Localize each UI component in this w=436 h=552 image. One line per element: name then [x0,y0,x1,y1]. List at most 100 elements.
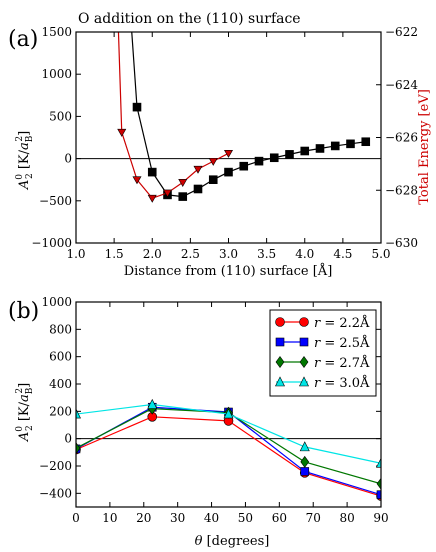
panel-a-x-tick-label: 3.0 [219,247,238,261]
panel-b-y-tick-label: 0 [64,432,72,446]
panel-a-series-0-point [193,184,203,194]
panel-b-frame [75,301,382,508]
panel-b-series-3-point [376,457,381,468]
panel-b-x-tick-label: 80 [339,511,354,525]
legend-label: r = 2.2Å [314,315,370,331]
panel-b-plot-area [76,398,381,501]
panel-b-series-2-point [300,455,310,468]
panel-b-y-tick-label: 1000 [41,295,72,309]
panel-a-y2-tick-label: −628 [385,183,418,197]
panel-a-series-1-line [117,32,229,199]
legend-label: r = 3.0Å [314,375,370,391]
panel-b-x-tick-label: 30 [170,511,185,525]
legend-marker [275,355,285,369]
panel-a-y-tick-label: 1000 [41,67,72,81]
panel-a-y-tick-label: 0 [64,152,72,166]
panel-a-series-0-point [269,153,279,163]
panel-b-x-tick-label: 20 [136,511,151,525]
panel-a-series-0-point [285,150,294,159]
panel-b-x-axis-label: θ [degrees] [195,534,270,549]
panel-b-x-tick-label: 90 [373,511,388,525]
panel-b-y-tick-label: 200 [49,404,72,418]
panel-a-series-0-point [147,167,157,177]
panel-b-y-tick-label: 600 [49,350,72,364]
legend-label: r = 2.5Å [314,335,370,351]
panel-a-y-axis-label: A02 [K/aB2] [15,131,35,190]
panel-a-x-tick-label: 4.0 [295,247,314,261]
panel-b-series-1-point [376,490,381,500]
panel-a-title: O addition on the (110) surface [78,11,301,27]
panel-a-x-axis-label: Distance from (110) surface [Å] [124,263,333,279]
panel-a-y-tick-label: 1500 [41,25,72,39]
legend-marker [275,337,285,347]
panel-a-series-1-point [193,165,203,174]
panel-a-series-0-point [300,146,310,156]
panel-a-series-1-point [147,194,157,203]
panel-b-x-tick-label: 0 [72,511,80,525]
panel-b-x-tick-label: 70 [306,511,321,525]
panel-a-series-0-point [132,102,142,112]
panel-a-y-tick-label: −1000 [31,236,72,250]
panel-b-series-3-point [223,408,234,419]
panel-a-x-tick-label: 5.0 [371,247,390,261]
panel-a-series-0-point [346,139,355,149]
panel-b-y-tick-label: 400 [49,377,72,391]
panel-b-series-3-point [147,398,158,409]
panel-a-plot-area [117,32,371,203]
panel-b-y-axis-label: A02 [K/aB2] [15,383,35,442]
panel-b-series-3-point [76,408,81,419]
panel-a-series-1-point [132,176,142,185]
panel-a-series-0-point [315,144,325,153]
panel-a: (a) O addition on the (110) surface A02 … [8,11,432,279]
panel-a-series-1-point [162,189,173,198]
legend-marker [299,355,309,369]
panel-a-y-tick-label: 500 [49,109,72,123]
panel-a-series-0-point [330,141,340,151]
panel-a-y2-tick-label: −626 [385,131,418,145]
panel-a-series-1-point [178,179,188,187]
legend-marker [275,376,285,387]
panel-b-label: (b) [8,299,39,324]
panel-a-series-0-point [178,192,188,201]
panel-a-series-0-point [361,137,371,147]
panel-b-series-3-point [299,441,310,452]
panel-b-x-tick-label: 50 [238,511,253,525]
panel-a-series-0-point [254,156,264,166]
panel-b: (b) A02 [K/aB2] θ [degrees] 0 10 20 30 40 50 6… [8,295,389,549]
panel-a-x-tick-label: 1.0 [66,247,85,261]
panel-a-x-tick-label: 1.5 [105,247,124,261]
panel-a-series-0-point [239,161,249,171]
panel-a-x-tick-label: 3.5 [257,247,276,261]
panel-a-y2-tick-label: −622 [385,25,418,39]
panel-b-y-tick-label: −400 [39,486,72,500]
panel-b-y-tick-label: 800 [49,322,72,336]
legend-marker [299,376,309,387]
panel-a-series-1-point [117,128,127,137]
panel-a-series-0-point [224,167,233,177]
panel-a-y-tick-label: −500 [39,194,72,208]
panel-a-x-tick-label: 2.0 [143,247,162,261]
legend-marker [275,317,285,327]
panel-a-series-1-point [208,157,218,166]
panel-a-series-0-point [208,175,218,184]
panel-b-series-2-point [376,477,381,490]
panel-a-y2-axis-label: Total Energy [eV] [417,89,432,205]
panel-b-x-tick-label: 40 [204,511,219,525]
panel-b-x-tick-label: 10 [102,511,117,525]
panel-b-series-2-point [76,442,81,455]
legend-marker [299,337,309,347]
panel-a-frame [75,31,382,244]
panel-a-y2-tick-label: −624 [385,78,418,92]
panel-a-x-tick-label: 2.5 [181,247,200,261]
panel-b-series-1-point [300,467,310,476]
panel-b-legend: r = 2.2Å r = 2.5Å r = 2.7Å r = 3.0Å [269,309,377,397]
panel-a-label: (a) [8,27,38,52]
legend-label: r = 2.7Å [314,355,370,371]
panel-a-series-1-point [223,150,234,158]
legend-marker [299,317,309,327]
panel-a-y2-tick-label: −630 [385,236,418,250]
panel-b-x-tick-label: 60 [272,511,287,525]
panel-b-series-0-line [76,416,381,497]
panel-b-y-tick-label: −200 [39,459,72,473]
